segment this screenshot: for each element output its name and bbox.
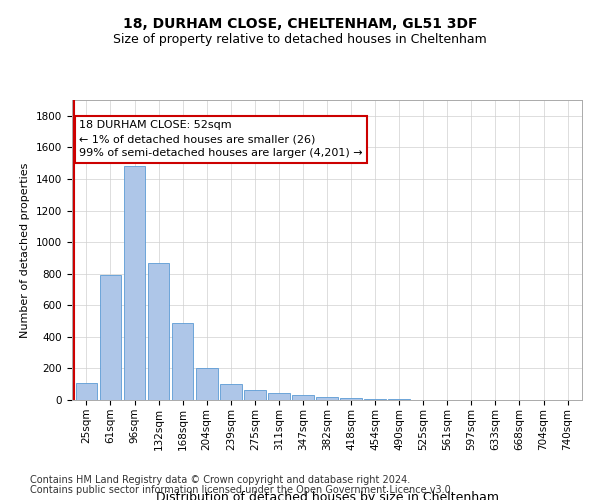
- Bar: [220, 384, 242, 400]
- Bar: [364, 398, 386, 400]
- Bar: [100, 276, 121, 400]
- Text: Contains HM Land Registry data © Crown copyright and database right 2024.: Contains HM Land Registry data © Crown c…: [30, 475, 410, 485]
- Text: 18, DURHAM CLOSE, CHELTENHAM, GL51 3DF: 18, DURHAM CLOSE, CHELTENHAM, GL51 3DF: [123, 18, 477, 32]
- Bar: [148, 262, 169, 400]
- Bar: [292, 396, 314, 400]
- Bar: [388, 399, 410, 400]
- Bar: [76, 382, 97, 400]
- Text: 18 DURHAM CLOSE: 52sqm
← 1% of detached houses are smaller (26)
99% of semi-deta: 18 DURHAM CLOSE: 52sqm ← 1% of detached …: [79, 120, 363, 158]
- Bar: [172, 322, 193, 400]
- Bar: [124, 166, 145, 400]
- Y-axis label: Number of detached properties: Number of detached properties: [20, 162, 31, 338]
- X-axis label: Distribution of detached houses by size in Cheltenham: Distribution of detached houses by size …: [155, 492, 499, 500]
- Bar: [196, 368, 218, 400]
- Bar: [316, 397, 338, 400]
- Bar: [244, 390, 266, 400]
- Text: Contains public sector information licensed under the Open Government Licence v3: Contains public sector information licen…: [30, 485, 454, 495]
- Bar: [268, 393, 290, 400]
- Bar: [340, 398, 362, 400]
- Text: Size of property relative to detached houses in Cheltenham: Size of property relative to detached ho…: [113, 32, 487, 46]
